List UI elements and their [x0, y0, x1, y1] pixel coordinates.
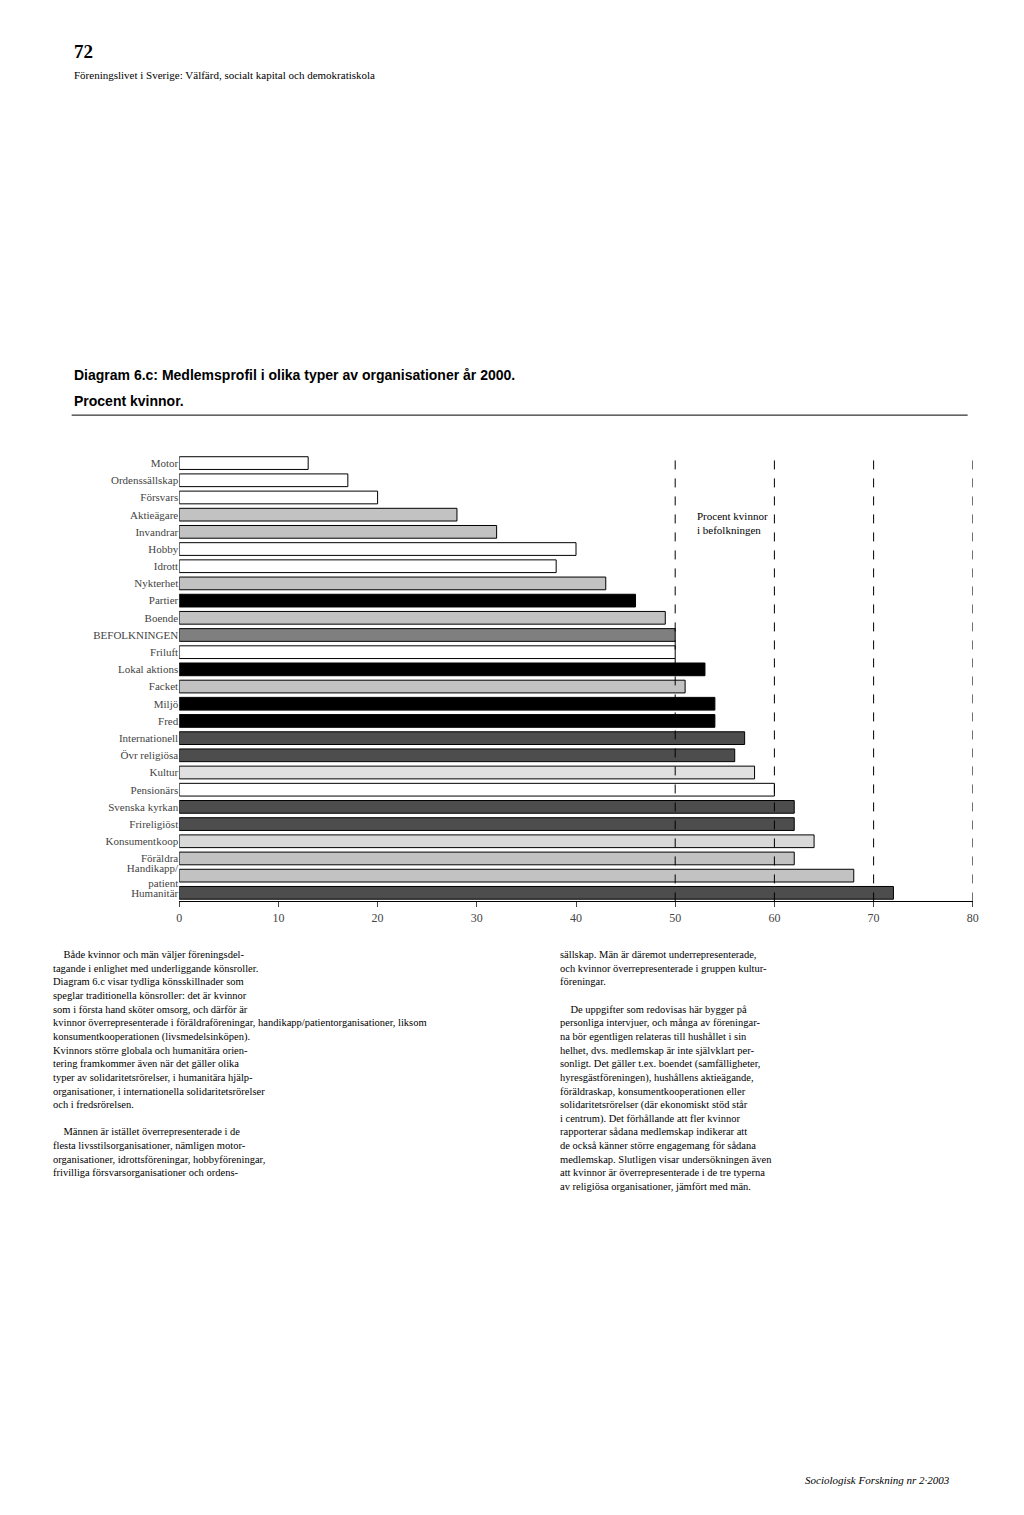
svg-text:Procent kvinnori befolkningen: Procent kvinnori befolkningen [697, 510, 768, 536]
svg-text:Konsumentkoop: Konsumentkoop [105, 835, 178, 847]
svg-text:0: 0 [176, 911, 182, 925]
svg-text:Handikapp/patient: Handikapp/patient [127, 862, 179, 888]
svg-text:BEFOLKNINGEN: BEFOLKNINGEN [93, 629, 178, 641]
svg-text:Ordenssällskap: Ordenssällskap [111, 474, 179, 486]
svg-text:50: 50 [669, 911, 681, 925]
svg-text:Nykterhet: Nykterhet [134, 577, 178, 589]
svg-text:Humanitär: Humanitär [131, 887, 178, 899]
svg-text:80: 80 [967, 911, 979, 925]
svg-text:Frireligiöst: Frireligiöst [129, 818, 178, 830]
svg-text:Internationell: Internationell [119, 732, 178, 744]
svg-text:Aktieägare: Aktieägare [130, 509, 178, 521]
svg-text:Pensionärs: Pensionärs [131, 784, 179, 796]
svg-text:Partier: Partier [149, 594, 179, 606]
svg-text:Diagram 6.c: Medlemsprofil i o: Diagram 6.c: Medlemsprofil i olika typer… [74, 367, 515, 383]
svg-text:Kultur: Kultur [149, 766, 178, 778]
svg-text:Idrott: Idrott [154, 560, 178, 572]
svg-text:Föreningslivet i Sverige: Välf: Föreningslivet i Sverige: Välfärd, socia… [74, 69, 375, 81]
svg-text:Facket: Facket [149, 680, 178, 692]
svg-text:Miljö: Miljö [154, 698, 179, 710]
svg-text:20: 20 [372, 911, 384, 925]
svg-text:Försvars: Försvars [140, 491, 178, 503]
svg-text:Sociologisk Forskning nr 2·200: Sociologisk Forskning nr 2·2003 [805, 1474, 950, 1486]
svg-text:Procent kvinnor.: Procent kvinnor. [74, 393, 184, 409]
svg-text:Boende: Boende [145, 612, 179, 624]
svg-text:70: 70 [868, 911, 880, 925]
svg-text:Svenska kyrkan: Svenska kyrkan [108, 801, 178, 813]
svg-text:72: 72 [74, 41, 93, 62]
svg-text:Hobby: Hobby [148, 543, 178, 555]
svg-text:Friluft: Friluft [150, 646, 178, 658]
svg-text:Motor: Motor [151, 457, 179, 469]
svg-text:Invandrar: Invandrar [135, 526, 178, 538]
svg-text:Lokal aktions: Lokal aktions [118, 663, 178, 675]
svg-text:Både kvinnor och män väljer fö: Både kvinnor och män väljer föreningsdel… [53, 949, 427, 1178]
svg-text:40: 40 [570, 911, 582, 925]
svg-text:Föräldra: Föräldra [141, 852, 178, 864]
svg-text:Övr religiösa: Övr religiösa [120, 749, 178, 761]
svg-text:Fred: Fred [158, 715, 179, 727]
svg-text:sällskap. Män är däremot under: sällskap. Män är däremot underrepresente… [560, 949, 772, 1192]
svg-text:60: 60 [768, 911, 780, 925]
svg-text:10: 10 [272, 911, 284, 925]
svg-text:30: 30 [471, 911, 483, 925]
